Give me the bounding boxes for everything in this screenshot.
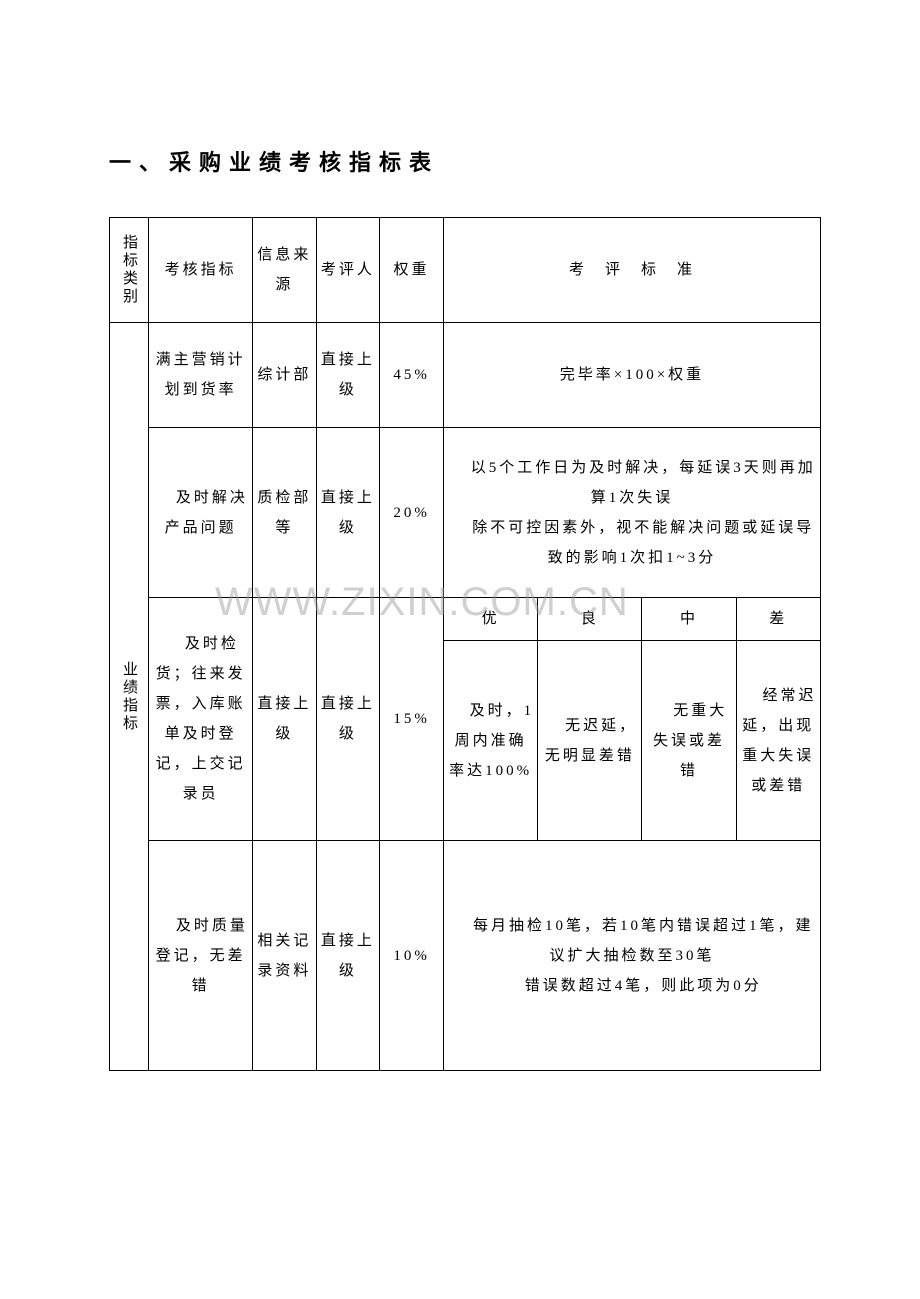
standard-cell: 每月抽检10笔，若10笔内错误超过1笔，建议扩大抽检数至30笔 错误数超过4笔，…: [443, 841, 820, 1071]
indicator-cell: 及时质量登记，无差错: [149, 841, 253, 1071]
weight-cell: 15%: [380, 598, 444, 841]
source-cell: 质检部等: [253, 428, 317, 598]
source-cell: 综计部: [253, 323, 317, 428]
table-header-row: 指标类别 考核指标 信息来源 考评人 权重 考 评 标 准: [110, 218, 821, 323]
table-row: 业绩指标 满主营销计划到货率 综计部 直接上级 45% 完毕率×100×权重: [110, 323, 821, 428]
standard-cell: 完毕率×100×权重: [443, 323, 820, 428]
sub-value-text: 无迟延，无明显差错: [545, 718, 637, 764]
header-weight: 权重: [380, 218, 444, 323]
table-row: 及时质量登记，无差错 相关记录资料 直接上级 10% 每月抽检10笔，若10笔内…: [110, 841, 821, 1071]
standard-line1: 以5个工作日为及时解决，每延误3天则再加算1次失误: [471, 460, 816, 506]
sub-value-b: 无迟延，无明显差错: [538, 641, 642, 841]
indicator-text: 及时解决产品问题: [165, 490, 248, 536]
header-category: 指标类别: [110, 218, 149, 323]
sub-header-a: 优: [443, 598, 537, 641]
sub-value-a: 及时，1周内准确率达100%: [443, 641, 537, 841]
rater-cell: 直接上级: [316, 428, 380, 598]
standard-line2: 错误数超过4笔，则此项为0分: [525, 978, 762, 994]
header-source: 信息来源: [253, 218, 317, 323]
rater-cell: 直接上级: [316, 841, 380, 1071]
standard-cell: 以5个工作日为及时解决，每延误3天则再加算1次失误 除不可控因素外，视不能解决问…: [443, 428, 820, 598]
source-cell: 直接上级: [253, 598, 317, 841]
weight-cell: 20%: [380, 428, 444, 598]
sub-value-c: 无重大失误或差错: [642, 641, 736, 841]
sub-header-c: 中: [642, 598, 736, 641]
sub-value-d: 经常迟延，出现重大失误或差错: [736, 641, 820, 841]
header-rater: 考评人: [316, 218, 380, 323]
table-row: 及时解决产品问题 质检部等 直接上级 20% 以5个工作日为及时解决，每延误3天…: [110, 428, 821, 598]
indicator-cell: 及时解决产品问题: [149, 428, 253, 598]
sub-header-d: 差: [736, 598, 820, 641]
standard-line1: 每月抽检10笔，若10笔内错误超过1笔，建议扩大抽检数至30笔: [473, 918, 814, 964]
rater-cell: 直接上级: [316, 598, 380, 841]
standard-line2: 除不可控因素外，视不能解决问题或延误导致的影响1次扣1~3分: [472, 520, 814, 566]
weight-cell: 10%: [380, 841, 444, 1071]
sub-value-text: 经常迟延，出现重大失误或差错: [742, 688, 816, 794]
indicator-text: 及时检货；往来发票，入库账单及时登记，上交记录员: [156, 636, 246, 802]
rater-cell: 直接上级: [316, 323, 380, 428]
weight-cell: 45%: [380, 323, 444, 428]
page-title: 一、采购业绩考核指标表: [109, 145, 439, 177]
indicator-cell: 满主营销计划到货率: [149, 323, 253, 428]
header-indicator: 考核指标: [149, 218, 253, 323]
kpi-table: 指标类别 考核指标 信息来源 考评人 权重 考 评 标 准 业绩指标 满主营销计…: [109, 217, 821, 1071]
sub-header-b: 良: [538, 598, 642, 641]
indicator-text: 及时质量登记，无差错: [156, 918, 248, 994]
header-standard: 考 评 标 准: [443, 218, 820, 323]
sub-value-text: 无重大失误或差错: [653, 703, 727, 779]
indicator-cell: 及时检货；往来发票，入库账单及时登记，上交记录员: [149, 598, 253, 841]
source-cell: 相关记录资料: [253, 841, 317, 1071]
category-cell: 业绩指标: [110, 323, 149, 1071]
sub-value-text: 及时，1周内准确率达100%: [449, 703, 534, 779]
table-row: 及时检货；往来发票，入库账单及时登记，上交记录员 直接上级 直接上级 15% 优…: [110, 598, 821, 641]
